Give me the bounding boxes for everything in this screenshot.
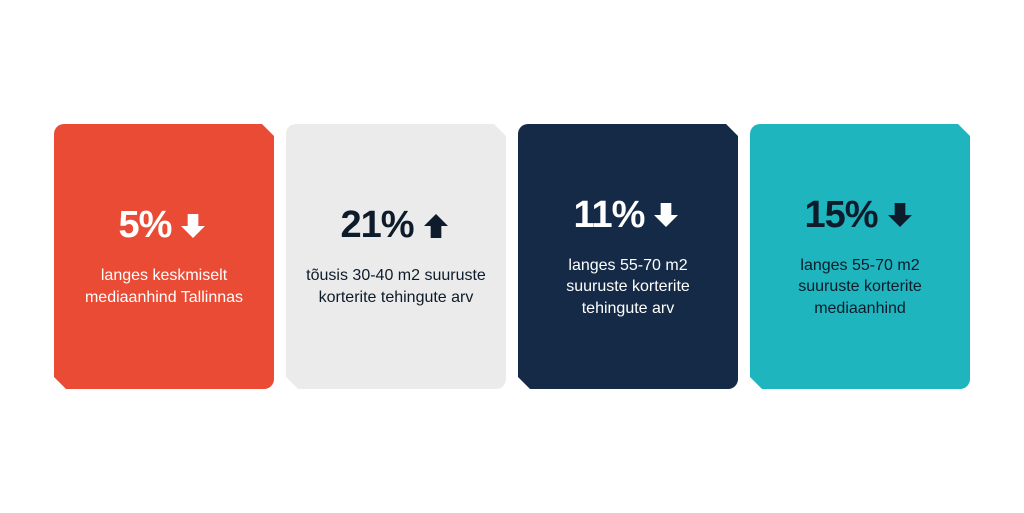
stat-description: tõusis 30-40 m2 suuruste korterite tehin…: [304, 265, 488, 308]
percent-value: 5%: [119, 204, 172, 247]
arrow-up-icon: [420, 210, 452, 242]
percent-value: 15%: [804, 194, 877, 237]
arrow-down-icon: [884, 199, 916, 231]
stat-card-1: 21% tõusis 30-40 m2 suuruste korterite t…: [286, 124, 506, 389]
stat-description: langes 55-70 m2 suuruste korterite tehin…: [536, 255, 720, 320]
stat-row: 5%: [119, 204, 210, 247]
stat-row: 21%: [340, 204, 451, 247]
stat-row: 11%: [574, 194, 683, 237]
arrow-down-icon: [650, 199, 682, 231]
stat-card-2: 11% langes 55-70 m2 suuruste korterite t…: [518, 124, 738, 389]
stat-description: langes 55-70 m2 suuruste korterite media…: [768, 255, 952, 320]
arrow-down-icon: [177, 210, 209, 242]
stat-description: langes keskmiselt mediaanhind Tallinnas: [72, 265, 256, 308]
stat-card-3: 15% langes 55-70 m2 suuruste korterite m…: [750, 124, 970, 389]
stat-row: 15%: [804, 194, 915, 237]
stat-card-0: 5% langes keskmiselt mediaanhind Tallinn…: [54, 124, 274, 389]
percent-value: 11%: [574, 194, 645, 237]
percent-value: 21%: [340, 204, 413, 247]
infographic-cards: 5% langes keskmiselt mediaanhind Tallinn…: [54, 124, 970, 389]
